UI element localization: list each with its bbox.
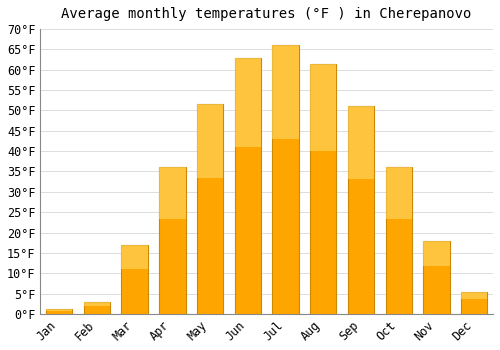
FancyBboxPatch shape (272, 46, 299, 139)
Bar (159, 167, 186, 314)
FancyBboxPatch shape (461, 292, 487, 299)
Bar (46, 309, 72, 314)
Bar (310, 64, 336, 314)
Bar (461, 292, 487, 314)
FancyBboxPatch shape (46, 309, 72, 311)
Bar (197, 104, 224, 314)
Title: Average monthly temperatures (°F ) in Cherepanovo: Average monthly temperatures (°F ) in Ch… (62, 7, 472, 21)
Bar (424, 241, 450, 314)
FancyBboxPatch shape (424, 241, 450, 266)
FancyBboxPatch shape (348, 106, 374, 179)
FancyBboxPatch shape (197, 104, 224, 178)
FancyBboxPatch shape (122, 245, 148, 269)
Bar (348, 106, 374, 314)
FancyBboxPatch shape (159, 167, 186, 219)
Bar (234, 57, 261, 314)
FancyBboxPatch shape (84, 302, 110, 306)
FancyBboxPatch shape (310, 64, 336, 151)
Bar (84, 302, 110, 314)
FancyBboxPatch shape (386, 167, 412, 219)
FancyBboxPatch shape (234, 57, 261, 147)
Bar (386, 167, 412, 314)
Bar (122, 245, 148, 314)
Bar (272, 46, 299, 314)
